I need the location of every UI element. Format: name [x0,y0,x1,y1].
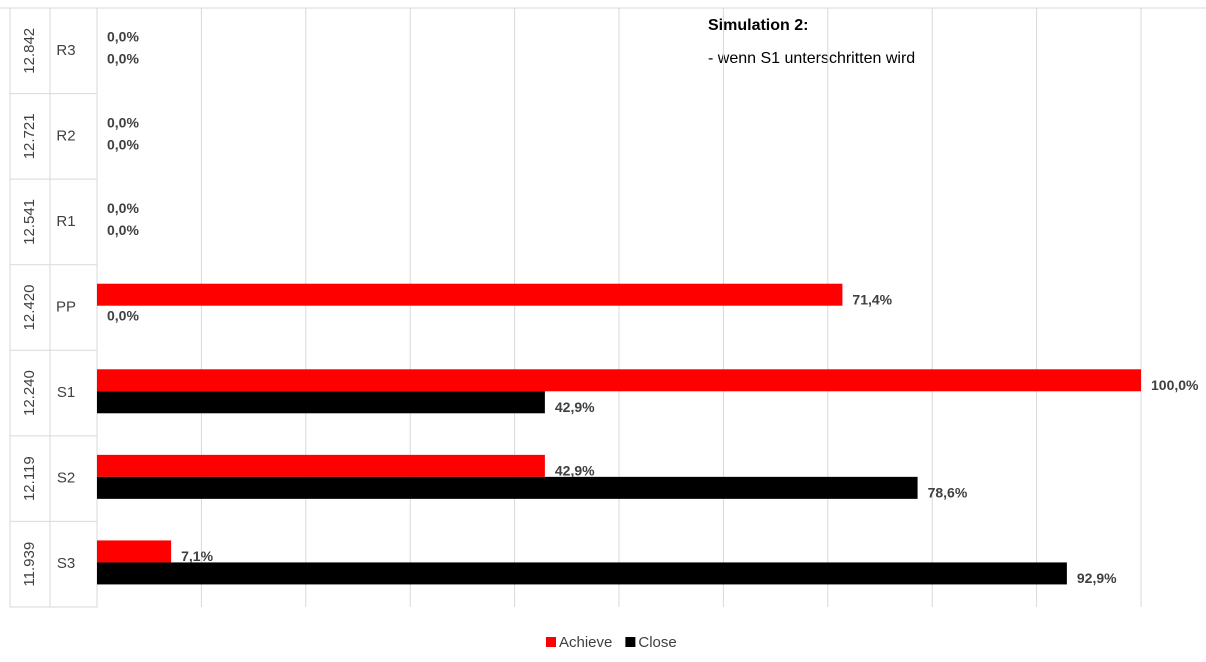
value-label: 0,0% [107,29,139,45]
group-label: 12.240 [21,370,38,416]
group-label: 12.721 [21,113,38,159]
value-label: 0,0% [107,222,139,238]
value-label: 7,1% [181,548,213,564]
bar [97,562,1067,585]
y-tick-label: R3 [56,42,75,59]
bar [97,283,843,306]
bar [97,454,545,477]
group-label: 12.119 [21,456,38,501]
value-label: 42,9% [555,463,595,479]
annotation-title: Simulation 2: [708,17,808,34]
legend-label: Achieve [559,634,612,651]
bar [97,476,918,499]
value-label: 78,6% [928,485,968,501]
annotation: - wenn S1 unterschritten wird [708,50,915,67]
bar [97,540,172,563]
legend-swatch [546,637,556,647]
value-label: 0,0% [107,307,139,323]
y-tick-label: R2 [56,127,75,144]
value-label: 0,0% [107,200,139,216]
value-label: 92,9% [1077,570,1117,586]
value-label: 0,0% [107,51,139,67]
legend-swatch [625,637,636,647]
group-label: 12.420 [21,285,38,331]
group-label: 12.541 [21,199,38,245]
y-tick-label: S1 [57,384,75,401]
group-label: 12.842 [21,28,38,74]
legend-label: Close [638,634,676,651]
y-tick-label: R1 [56,213,75,230]
value-label: 0,0% [107,114,139,130]
y-tick-label: S2 [57,470,75,487]
bar [97,391,545,414]
value-label: 0,0% [107,136,139,152]
bar [97,369,1141,392]
y-tick-label: S3 [57,555,75,572]
value-label: 42,9% [555,399,595,415]
y-tick-label: PP [56,298,76,315]
group-label: 11.939 [21,542,38,587]
value-label: 71,4% [852,291,892,307]
value-label: 100,0% [1151,377,1199,393]
